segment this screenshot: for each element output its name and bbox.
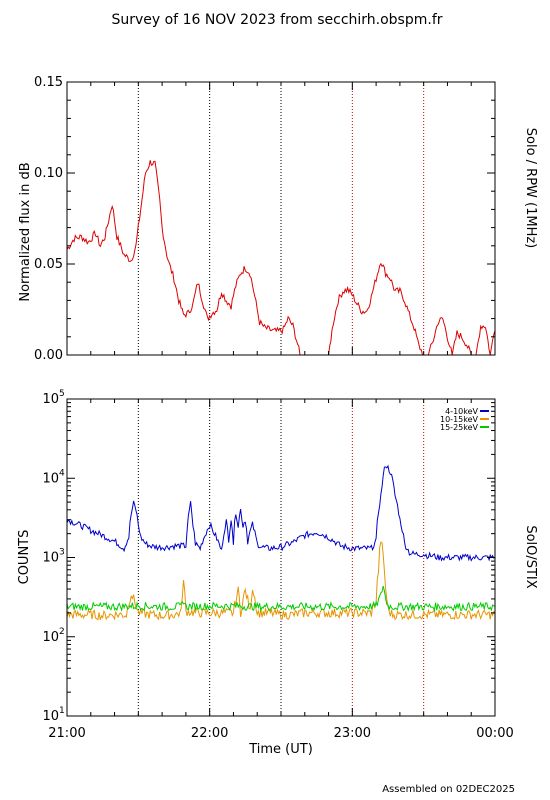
xaxis-label: Time (UT) (248, 742, 313, 757)
rpw-time-markers (137, 82, 425, 355)
y-tick-label: 10 (42, 471, 59, 486)
y-tick-label: 0.05 (34, 257, 63, 272)
y-tick-label: 0.00 (34, 348, 63, 363)
stix-15-25kev-line (66, 585, 496, 613)
rpw-instrument-label: Solo / RPW (1MHz) (523, 128, 538, 249)
y-tick-exponent: 1 (59, 706, 65, 716)
rpw-ylabel: Normalized flux in dB (18, 162, 33, 301)
y-tick-label: 0.10 (34, 166, 63, 181)
stix-series (66, 464, 496, 621)
x-tick-label: 22:00 (191, 726, 228, 741)
rpw-plot-frame (66, 81, 496, 356)
y-tick-exponent: 2 (59, 627, 65, 637)
stix-plot-frame (66, 398, 496, 717)
y-tick-exponent: 5 (59, 389, 65, 399)
time-axis: 21:00 22:00 23:00 00:00 (48, 82, 514, 741)
x-tick-label: 21:00 (48, 726, 85, 741)
legend-label: 10-15keV (440, 415, 479, 424)
footer-assembled: Assembled on 02DEC2025 (382, 784, 515, 795)
x-tick-label: 23:00 (334, 726, 371, 741)
legend-label: 15-25keV (440, 423, 479, 432)
stix-ylabel: COUNTS (17, 530, 32, 585)
rpw-panel: 0.00 0.05 0.10 0.15 Normalized flux in dB S… (18, 75, 538, 363)
legend-label: 4-10keV (445, 407, 478, 416)
y-tick-exponent: 3 (59, 548, 65, 558)
stix-time-markers (137, 399, 425, 716)
stix-10-15kev-line (66, 541, 496, 621)
y-tick-label: 10 (42, 709, 59, 724)
y-tick-label: 10 (42, 392, 59, 407)
y-tick-exponent: 4 (59, 468, 65, 478)
rpw-ticks: 0.00 0.05 0.10 0.15 (34, 75, 495, 363)
y-tick-label: 0.15 (34, 75, 63, 90)
stix-instrument-label: SolO/STIX (523, 525, 538, 588)
x-tick-label: 00:00 (476, 726, 513, 741)
y-tick-label: 10 (42, 551, 59, 566)
stix-4-10kev-line (66, 464, 496, 562)
figure-title: Survey of 16 NOV 2023 from secchirh.obsp… (111, 12, 442, 28)
y-tick-label: 10 (42, 630, 59, 645)
